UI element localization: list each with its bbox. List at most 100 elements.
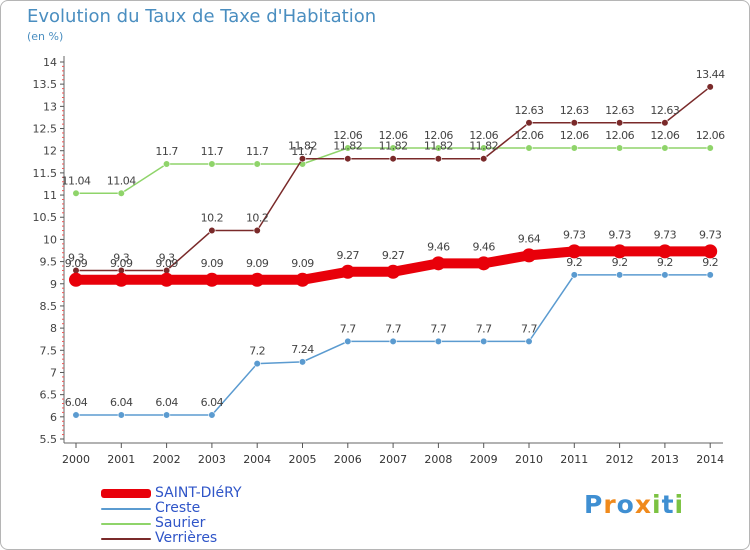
data-label: 11.82 xyxy=(424,140,453,153)
data-label: 9.73 xyxy=(563,228,586,241)
logo-letter: i xyxy=(652,490,662,519)
y-tick-label: 13.5 xyxy=(33,78,58,91)
data-point xyxy=(522,248,536,263)
data-point xyxy=(480,337,488,346)
data-label: 9.09 xyxy=(65,257,88,270)
data-label: 11.7 xyxy=(291,145,314,158)
data-label: 9.73 xyxy=(699,228,722,241)
y-tick-label: 14 xyxy=(43,56,57,69)
y-tick-label: 11.5 xyxy=(33,167,58,180)
data-point xyxy=(389,337,397,346)
data-label: 11.82 xyxy=(333,140,362,153)
data-label: 11.82 xyxy=(469,140,498,153)
y-tick-label: 7 xyxy=(50,366,57,379)
series-saurier: 11.04 11.04 11.7 11.7 11.7 11.7 12.06 12.06 12.0… xyxy=(62,129,726,197)
data-label: 9.27 xyxy=(337,249,360,262)
data-label: 11.82 xyxy=(379,140,408,153)
data-label: 9.2 xyxy=(566,256,582,269)
data-label: 12.06 xyxy=(515,129,544,142)
y-tick-label: 6.5 xyxy=(40,389,58,402)
data-label: 11.7 xyxy=(246,145,269,158)
data-label: 12.63 xyxy=(605,104,634,117)
data-point xyxy=(344,155,352,163)
legend-swatch xyxy=(101,523,151,525)
x-tick-label: 2014 xyxy=(696,453,724,466)
data-point xyxy=(117,411,125,419)
data-point xyxy=(208,411,216,419)
data-label: 9.2 xyxy=(657,256,673,269)
data-point xyxy=(570,119,578,127)
x-tick-label: 2002 xyxy=(153,453,181,466)
legend-swatch xyxy=(101,489,151,498)
data-label: 10.2 xyxy=(246,212,269,225)
data-label: 12.63 xyxy=(515,104,544,117)
logo-letter: t xyxy=(661,490,675,519)
data-point xyxy=(476,256,491,271)
series-verri-res: 9.3 9.3 9.310.2 10.211.82 11.82 11.82 11.82 11.… xyxy=(68,68,726,275)
data-label: 12.06 xyxy=(469,129,498,142)
data-label: 9.2 xyxy=(702,256,718,269)
data-label: 13.44 xyxy=(696,68,725,81)
data-point xyxy=(615,144,624,152)
data-point xyxy=(431,256,446,271)
data-point xyxy=(72,189,80,197)
logo-letter: P xyxy=(584,490,604,519)
data-point xyxy=(250,272,265,287)
data-label: 11.7 xyxy=(155,145,178,158)
data-label: 11.04 xyxy=(107,174,136,187)
data-label: 6.04 xyxy=(110,396,133,409)
data-label: 7.7 xyxy=(340,322,356,335)
data-label: 9.09 xyxy=(155,257,178,270)
data-point xyxy=(389,144,397,152)
data-label: 9.73 xyxy=(654,228,677,241)
data-label: 9.64 xyxy=(518,232,541,245)
x-tick-label: 2009 xyxy=(470,453,498,466)
data-point xyxy=(69,272,83,287)
data-point xyxy=(208,226,216,235)
data-label: 12.06 xyxy=(424,129,453,142)
data-point xyxy=(72,411,80,419)
data-point xyxy=(298,358,307,366)
data-label: 6.04 xyxy=(155,396,178,409)
x-tick-label: 2000 xyxy=(62,453,90,466)
x-tick-label: 2003 xyxy=(198,453,226,466)
data-label: 7.7 xyxy=(385,322,401,335)
data-label: 12.06 xyxy=(379,129,408,142)
y-tick-label: 11 xyxy=(43,189,57,202)
data-label: 11.04 xyxy=(62,174,91,187)
data-point xyxy=(344,337,352,346)
x-tick-label: 2013 xyxy=(651,453,679,466)
data-label: 10.2 xyxy=(201,212,224,225)
data-point xyxy=(661,144,669,152)
data-label: 9.46 xyxy=(472,240,495,253)
data-label: 11.7 xyxy=(201,145,224,158)
data-label: 9.09 xyxy=(201,257,224,270)
data-label: 7.7 xyxy=(521,322,537,335)
data-point xyxy=(661,119,669,127)
data-point xyxy=(570,144,578,152)
data-label: 12.06 xyxy=(333,129,362,142)
data-point xyxy=(706,83,714,91)
data-label: 9.46 xyxy=(427,240,450,253)
legend-label: SAINT-DIéRY xyxy=(155,485,242,501)
logo-letter: r xyxy=(603,490,617,519)
data-point xyxy=(298,155,307,163)
y-tick-label: 8.5 xyxy=(40,300,58,313)
data-label: 9.3 xyxy=(68,251,84,264)
data-point xyxy=(114,272,129,287)
data-point xyxy=(434,337,443,346)
data-label: 9.27 xyxy=(382,249,405,262)
data-point xyxy=(117,189,125,197)
data-label: 9.3 xyxy=(159,251,175,264)
data-label: 7.24 xyxy=(291,343,314,356)
legend-label: Verrières xyxy=(155,530,218,546)
legend-label: Creste xyxy=(155,500,201,516)
data-point xyxy=(525,144,533,152)
x-tick-label: 2007 xyxy=(379,453,407,466)
data-point xyxy=(434,144,443,152)
y-tick-label: 10 xyxy=(43,233,57,246)
data-point xyxy=(657,244,672,259)
legend-swatch xyxy=(101,508,151,510)
logo-letter: i xyxy=(674,490,685,519)
